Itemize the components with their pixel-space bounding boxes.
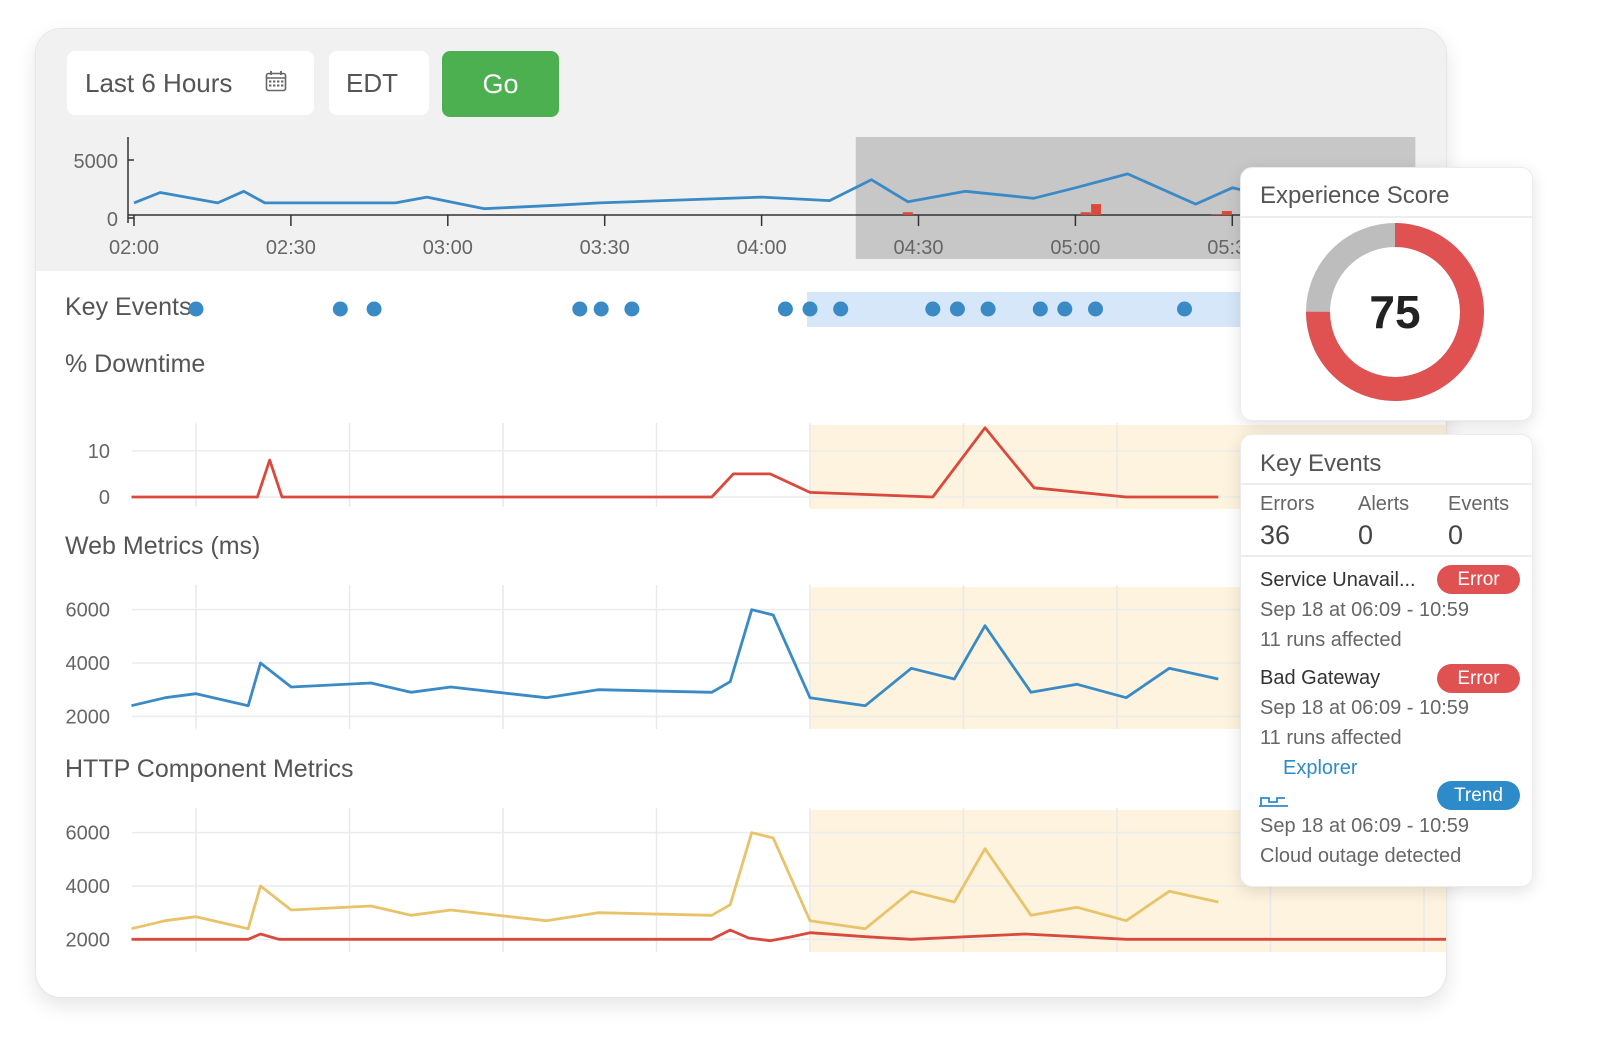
x-tick-label: 02:00 [109,237,159,259]
divider [1241,483,1532,485]
alerts-label: Alerts [1358,493,1410,515]
errors-label: Errors [1260,493,1315,515]
event-name[interactable]: Service Unavail... [1260,569,1416,591]
experience-score-panel: Experience Score 75 [1240,167,1533,421]
key-event-dot [980,301,996,317]
event-detail: 11 runs affected [1260,629,1402,651]
key-events-panel-title: Key Events [1260,450,1382,477]
key-event-dot [1088,301,1103,317]
y-tick-label: 2000 [66,706,111,728]
timezone-label: EDT [346,67,398,98]
key-event-dot [777,301,793,317]
http-total-line [131,831,1219,931]
key-events-panel: Key Events Errors 36 Alerts 0 Events 0 S… [1240,434,1533,887]
trend-time: Sep 18 at 06:09 - 10:59 [1260,815,1470,837]
x-tick-label: 04:30 [893,237,943,259]
key-event-dot [572,301,588,317]
key-event-dot [1032,301,1048,317]
error-bar [902,212,913,215]
http-metrics-heading: HTTP Component Metrics [65,755,354,783]
error-bar [1091,204,1102,215]
error-bar [1080,212,1091,215]
overview-series-line [133,172,1259,211]
overview-chart[interactable]: 5000 0 02:00 02:30 03:00 03:30 04:00 04:30 05:0… [36,29,1446,271]
events-count[interactable]: 0 [1448,520,1464,550]
downtime-chart[interactable]: 100 06:0006:3007:0007:3008:0008:3009:00 [36,379,1446,509]
date-range-picker[interactable]: Last 6 Hours [67,51,314,115]
http-component-line [131,928,1446,943]
x-tick-label: 05:00 [1050,237,1100,259]
errors-count[interactable]: 36 [1260,520,1291,550]
key-events-heading: Key Events [65,293,192,321]
trend-badge: Trend [1437,781,1520,810]
key-event-dot [332,301,348,317]
alerts-count[interactable]: 0 [1358,520,1374,550]
y-tick-label: 0 [99,487,110,509]
trend-detail: Cloud outage detected [1260,845,1462,867]
go-button[interactable]: Go [442,51,559,117]
divider [1241,555,1532,557]
x-tick-label: 04:00 [737,237,787,259]
timezone-select[interactable]: EDT [329,51,429,115]
web-metrics-heading: Web Metrics (ms) [65,532,261,560]
explorer-link[interactable]: Explorer [1283,757,1358,779]
key-event-dot [624,301,640,317]
experience-score-title: Experience Score [1260,182,1450,209]
trend-icon [1259,797,1288,807]
key-event-dot [949,301,965,317]
y-tick-label: 4000 [66,876,111,898]
key-event-dot [593,301,609,317]
web-line [131,608,1219,708]
dashboard-card: Last 6 Hours EDT Go 5000 0 02:00 02:30 03:0… [35,28,1447,998]
divider [1241,216,1532,218]
key-event-dot [366,301,382,317]
y-tick-label: 0 [107,209,118,231]
y-tick-label: 10 [88,441,110,463]
key-event-dot [925,301,941,317]
calendar-icon[interactable] [265,70,287,92]
x-tick-label: 03:00 [423,237,473,259]
experience-score-value: 75 [1369,286,1420,338]
y-tick-label: 5000 [74,151,119,173]
event-time: Sep 18 at 06:09 - 10:59 [1260,599,1470,621]
event-detail: 11 runs affected [1260,727,1402,749]
key-event-dot [833,301,849,317]
key-event-dot [802,301,818,317]
x-tick-label: 03:30 [580,237,630,259]
downtime-heading: % Downtime [65,350,206,378]
key-event-dot [1177,301,1192,317]
date-range-label: Last 6 Hours [85,67,233,98]
error-bar [1221,211,1232,215]
y-tick-label: 4000 [66,653,111,675]
experience-score-donut: 75 [1306,223,1484,401]
downtime-line [131,426,1219,499]
y-tick-label: 6000 [66,600,111,622]
error-badge: Error [1437,664,1520,693]
y-tick-label: 2000 [66,929,111,951]
key-event-dot [188,301,204,317]
x-tick-label: 02:30 [266,237,316,259]
key-events-timeline[interactable] [36,279,1446,339]
key-event-dot [1057,301,1073,317]
event-time: Sep 18 at 06:09 - 10:59 [1260,697,1470,719]
event-name[interactable]: Bad Gateway [1260,667,1381,689]
error-badge: Error [1437,565,1520,594]
events-label: Events [1448,493,1510,515]
y-tick-label: 6000 [66,823,111,845]
donut-score-arc [1306,223,1484,401]
